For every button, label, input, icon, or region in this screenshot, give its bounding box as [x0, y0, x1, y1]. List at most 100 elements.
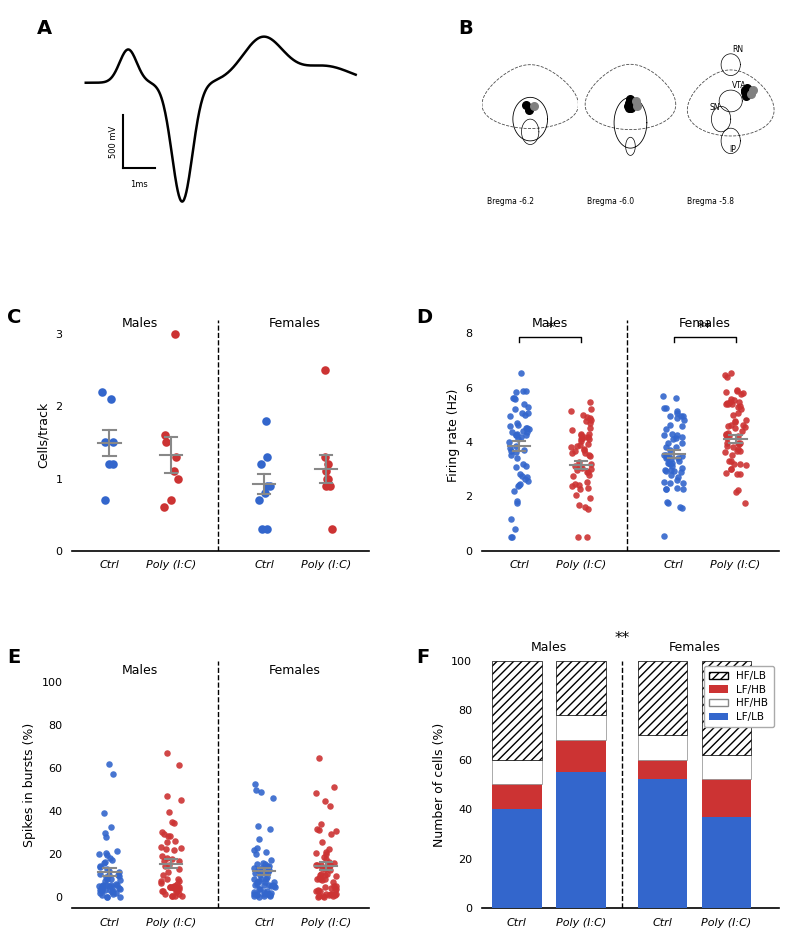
Point	[317, 889, 330, 904]
Point	[320, 867, 333, 882]
Point	[155, 849, 168, 864]
Point	[519, 97, 532, 113]
Point	[314, 872, 326, 887]
Point	[719, 396, 731, 412]
Point	[509, 427, 522, 442]
Point	[329, 824, 342, 839]
Point	[318, 794, 331, 809]
Point	[323, 857, 336, 872]
Point	[255, 861, 268, 876]
Text: A: A	[37, 19, 51, 38]
Point	[514, 429, 527, 445]
Point	[731, 399, 743, 414]
Point	[504, 409, 516, 424]
Point	[168, 326, 181, 342]
Point	[268, 880, 281, 895]
Point	[265, 885, 277, 901]
Point	[247, 885, 260, 900]
Point	[725, 408, 738, 423]
Point	[94, 859, 107, 874]
Point	[158, 853, 171, 868]
Point	[168, 879, 181, 894]
Point	[248, 860, 261, 875]
Point	[166, 815, 179, 830]
Point	[622, 96, 634, 111]
Point	[743, 86, 756, 101]
Point	[572, 478, 585, 493]
Point	[669, 430, 682, 446]
Point	[575, 430, 588, 446]
Point	[104, 878, 117, 893]
Point	[674, 464, 687, 480]
Point	[723, 365, 736, 380]
Text: Females: Females	[269, 664, 321, 676]
Point	[160, 788, 173, 803]
Point	[101, 889, 114, 904]
Point	[664, 451, 677, 466]
Point	[719, 427, 732, 442]
Point	[166, 880, 179, 895]
Point	[107, 457, 119, 472]
Point	[103, 883, 116, 898]
Point	[100, 871, 113, 886]
Text: Males: Males	[122, 664, 158, 676]
Point	[662, 409, 675, 424]
Point	[261, 865, 273, 880]
Point	[509, 426, 522, 441]
Point	[157, 499, 170, 515]
Point	[158, 859, 171, 874]
Point	[573, 482, 585, 497]
Point	[104, 871, 117, 886]
Point	[504, 447, 516, 463]
Point	[519, 420, 532, 435]
Point	[677, 412, 690, 428]
Point	[522, 102, 535, 117]
Point	[580, 464, 593, 480]
Point	[324, 881, 337, 896]
Point	[670, 411, 683, 426]
Point	[657, 400, 670, 415]
Point	[172, 871, 184, 886]
Point	[109, 885, 122, 901]
Point	[258, 866, 271, 881]
Point	[261, 859, 273, 874]
Point	[565, 468, 578, 483]
Point	[98, 855, 111, 870]
Point	[172, 882, 185, 897]
Point	[519, 428, 532, 443]
Point	[741, 86, 754, 101]
Point	[509, 384, 522, 399]
Bar	[556, 740, 605, 772]
Point	[732, 436, 745, 451]
Point	[572, 498, 585, 513]
Point	[164, 829, 176, 844]
Text: C: C	[7, 308, 22, 327]
Point	[507, 483, 520, 499]
Point	[169, 449, 182, 464]
Point	[172, 873, 184, 888]
Point	[248, 866, 261, 881]
Y-axis label: Firing rate (Hz): Firing rate (Hz)	[446, 389, 459, 482]
Point	[318, 362, 331, 377]
Point	[731, 429, 744, 444]
Bar	[637, 760, 687, 780]
Point	[326, 888, 339, 903]
Point	[672, 453, 685, 468]
Point	[739, 80, 752, 96]
Point	[516, 423, 529, 438]
Point	[731, 482, 743, 498]
Point	[165, 888, 178, 903]
Point	[111, 867, 124, 883]
Y-axis label: Spikes in bursts (%): Spikes in bursts (%)	[23, 723, 36, 847]
Point	[155, 839, 168, 854]
Point	[254, 784, 267, 799]
Point	[93, 883, 106, 898]
Point	[113, 889, 126, 904]
Point	[673, 499, 686, 515]
Point	[253, 889, 265, 904]
Point	[737, 420, 750, 435]
Point	[252, 493, 265, 508]
Point	[658, 447, 671, 463]
Point	[330, 868, 342, 884]
Point	[742, 82, 755, 97]
